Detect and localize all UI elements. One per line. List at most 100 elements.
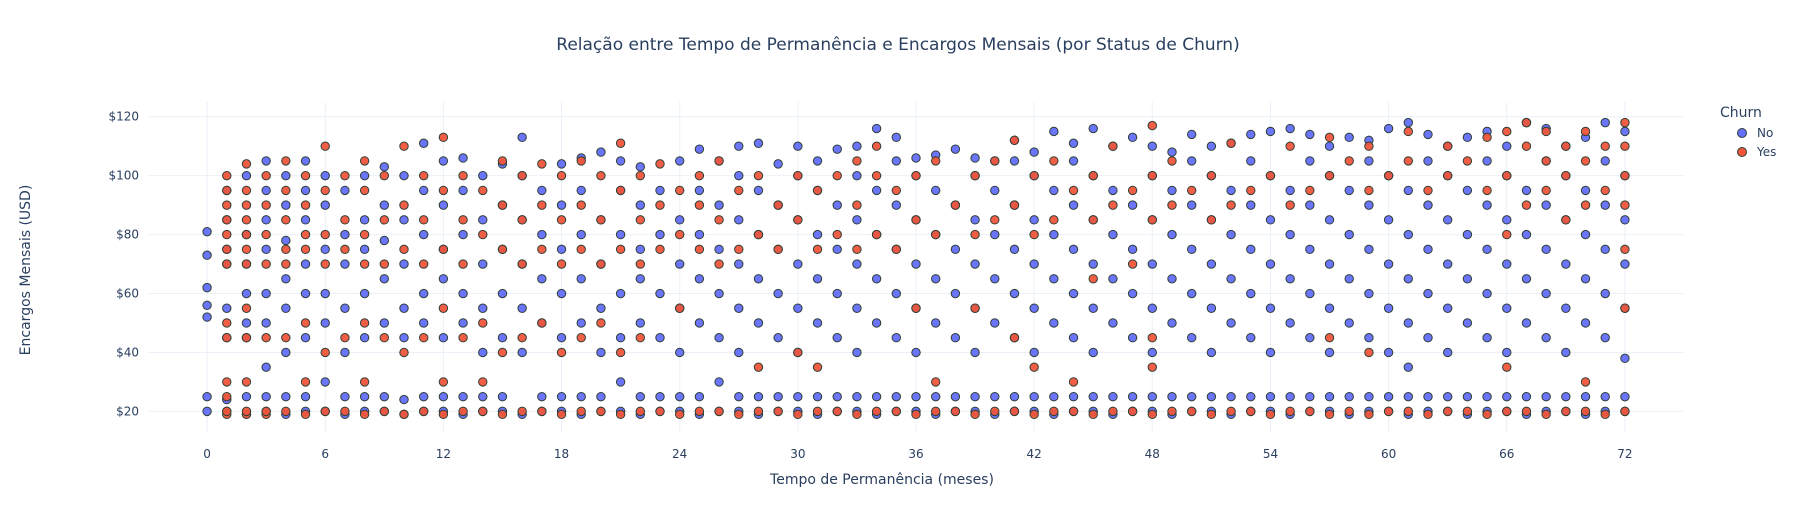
data-point: [458, 229, 468, 240]
data-point: [1403, 229, 1414, 240]
data-point: [261, 185, 271, 196]
data-point: [399, 215, 409, 225]
data-point: [1108, 406, 1118, 417]
legend-entry-yes[interactable]: Yes: [1737, 145, 1777, 159]
data-point: [1344, 132, 1354, 143]
data-point: [202, 312, 212, 322]
data-point: [1088, 347, 1098, 358]
data-point: [497, 244, 508, 255]
data-point: [1265, 303, 1276, 313]
data-point: [1502, 141, 1512, 151]
data-point: [1285, 185, 1295, 196]
data-point: [222, 391, 232, 402]
y-tick-label: $80: [116, 228, 139, 242]
y-axis-ticks: $20 $40 $60 $80 $100 $120: [108, 110, 139, 419]
data-point: [320, 229, 330, 240]
data-point: [1127, 244, 1138, 255]
data-point: [734, 391, 744, 402]
data-point: [1502, 391, 1512, 402]
data-point: [1285, 391, 1295, 402]
data-point: [773, 244, 783, 255]
data-point: [1580, 156, 1591, 166]
data-point: [655, 391, 665, 402]
data-point: [714, 156, 724, 166]
data-point: [753, 362, 764, 372]
data-point: [1442, 406, 1453, 417]
x-tick-label: 48: [1145, 447, 1160, 461]
data-point: [1147, 333, 1158, 343]
data-point: [871, 406, 882, 417]
data-point: [438, 391, 449, 402]
data-point: [202, 300, 212, 311]
data-point: [635, 215, 646, 225]
data-point: [1108, 185, 1118, 196]
data-point: [1482, 156, 1492, 166]
data-point: [340, 244, 350, 255]
data-point: [241, 200, 252, 210]
x-axis-ticks: 0 6 12 18 24 30 36 42 48 54 60 66 72: [203, 447, 1632, 461]
data-point: [1265, 215, 1276, 225]
data-point: [1502, 126, 1512, 137]
data-point: [1186, 406, 1197, 417]
y-tick-label: $40: [116, 345, 139, 359]
data-point: [241, 406, 252, 417]
data-point: [241, 288, 252, 299]
legend-entry-no[interactable]: No: [1737, 126, 1774, 140]
data-point: [261, 215, 271, 225]
data-point: [1364, 141, 1374, 151]
data-point: [930, 318, 941, 328]
data-point: [1364, 391, 1374, 402]
data-point: [379, 235, 390, 246]
data-point: [418, 229, 429, 240]
data-point: [359, 409, 370, 420]
data-point: [674, 215, 685, 225]
data-point: [753, 138, 764, 148]
data-point: [1502, 259, 1512, 269]
data-point: [556, 409, 567, 420]
data-point: [891, 132, 902, 143]
data-point: [261, 391, 271, 402]
data-point: [1009, 333, 1020, 343]
data-point: [556, 333, 567, 343]
data-point: [1029, 259, 1039, 269]
data-point: [1068, 377, 1079, 387]
data-point: [1226, 229, 1236, 240]
data-point: [281, 274, 291, 284]
data-point: [418, 170, 429, 181]
data-point: [1246, 333, 1256, 343]
data-point: [1147, 409, 1158, 420]
data-point: [891, 288, 902, 299]
data-point: [1561, 170, 1571, 181]
data-point: [891, 244, 902, 255]
data-point: [202, 282, 212, 293]
data-point: [438, 156, 449, 166]
data-point: [1305, 391, 1315, 402]
data-point: [261, 333, 271, 343]
data-point: [1206, 259, 1217, 269]
data-point: [1147, 362, 1158, 372]
data-point: [1620, 126, 1630, 137]
data-point: [1246, 406, 1256, 417]
data-point: [261, 229, 271, 240]
data-point: [1186, 129, 1197, 140]
data-point: [1364, 288, 1374, 299]
data-point: [478, 318, 488, 328]
data-point: [1482, 132, 1492, 143]
data-point: [458, 288, 468, 299]
data-point: [694, 170, 705, 181]
data-point: [517, 347, 527, 358]
data-point: [556, 215, 567, 225]
data-point: [438, 333, 449, 343]
data-point: [734, 259, 744, 269]
data-point: [596, 170, 606, 181]
data-point: [1088, 123, 1098, 134]
data-point: [1521, 117, 1532, 128]
data-point: [674, 259, 685, 269]
data-point: [1580, 229, 1591, 240]
data-point: [379, 391, 390, 402]
data-point: [1600, 200, 1610, 210]
data-point: [1600, 409, 1610, 420]
data-point: [1344, 229, 1354, 240]
data-point: [990, 406, 1000, 417]
data-point: [300, 170, 311, 181]
